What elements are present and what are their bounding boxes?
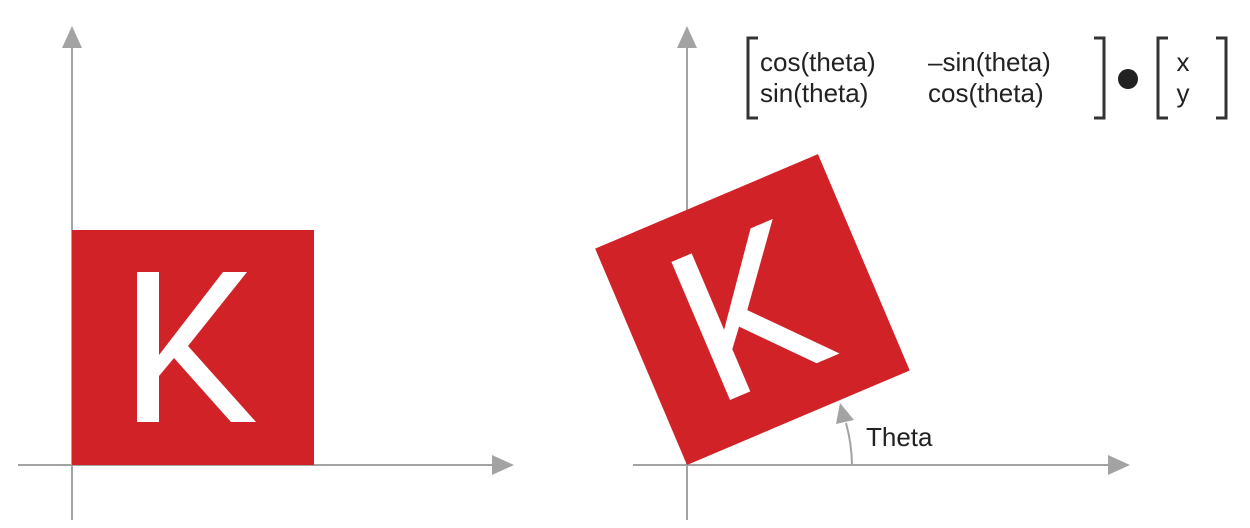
keras-logo-original xyxy=(72,230,314,465)
left-x-axis-arrow-icon xyxy=(492,455,514,475)
matrix-cell-r1c2: –sin(theta) xyxy=(928,47,1051,77)
k-letter-glyph xyxy=(137,272,256,422)
theta-arc xyxy=(845,422,853,466)
vector-right-bracket xyxy=(1216,36,1228,120)
matrix-left-bracket xyxy=(746,36,758,120)
matrix-cell-r2c2: cos(theta) xyxy=(928,78,1044,108)
k-letter-glyph-rotated xyxy=(671,218,840,401)
vector-x: x xyxy=(1177,47,1190,77)
logo-square-rotated xyxy=(595,154,910,465)
theta-arc-arrow-icon xyxy=(836,403,854,424)
theta-label: Theta xyxy=(866,422,933,452)
rotation-matrix: cos(theta) –sin(theta) sin(theta) cos(th… xyxy=(746,36,1228,120)
dot-product-icon xyxy=(1118,69,1138,89)
right-y-axis-arrow-icon xyxy=(677,26,697,48)
vector-y: y xyxy=(1177,78,1190,108)
left-panel xyxy=(18,26,514,520)
left-y-axis-arrow-icon xyxy=(62,26,82,48)
vector-left-bracket xyxy=(1156,36,1168,120)
matrix-cell-r2c1: sin(theta) xyxy=(760,78,868,108)
logo-square xyxy=(72,230,314,465)
matrix-cell-r1c1: cos(theta) xyxy=(760,47,876,77)
right-panel: Theta cos(theta) –sin(theta) sin(theta) … xyxy=(595,26,1228,520)
right-x-axis-arrow-icon xyxy=(1108,455,1130,475)
keras-logo-rotated xyxy=(595,154,910,465)
matrix-right-bracket xyxy=(1094,36,1106,120)
